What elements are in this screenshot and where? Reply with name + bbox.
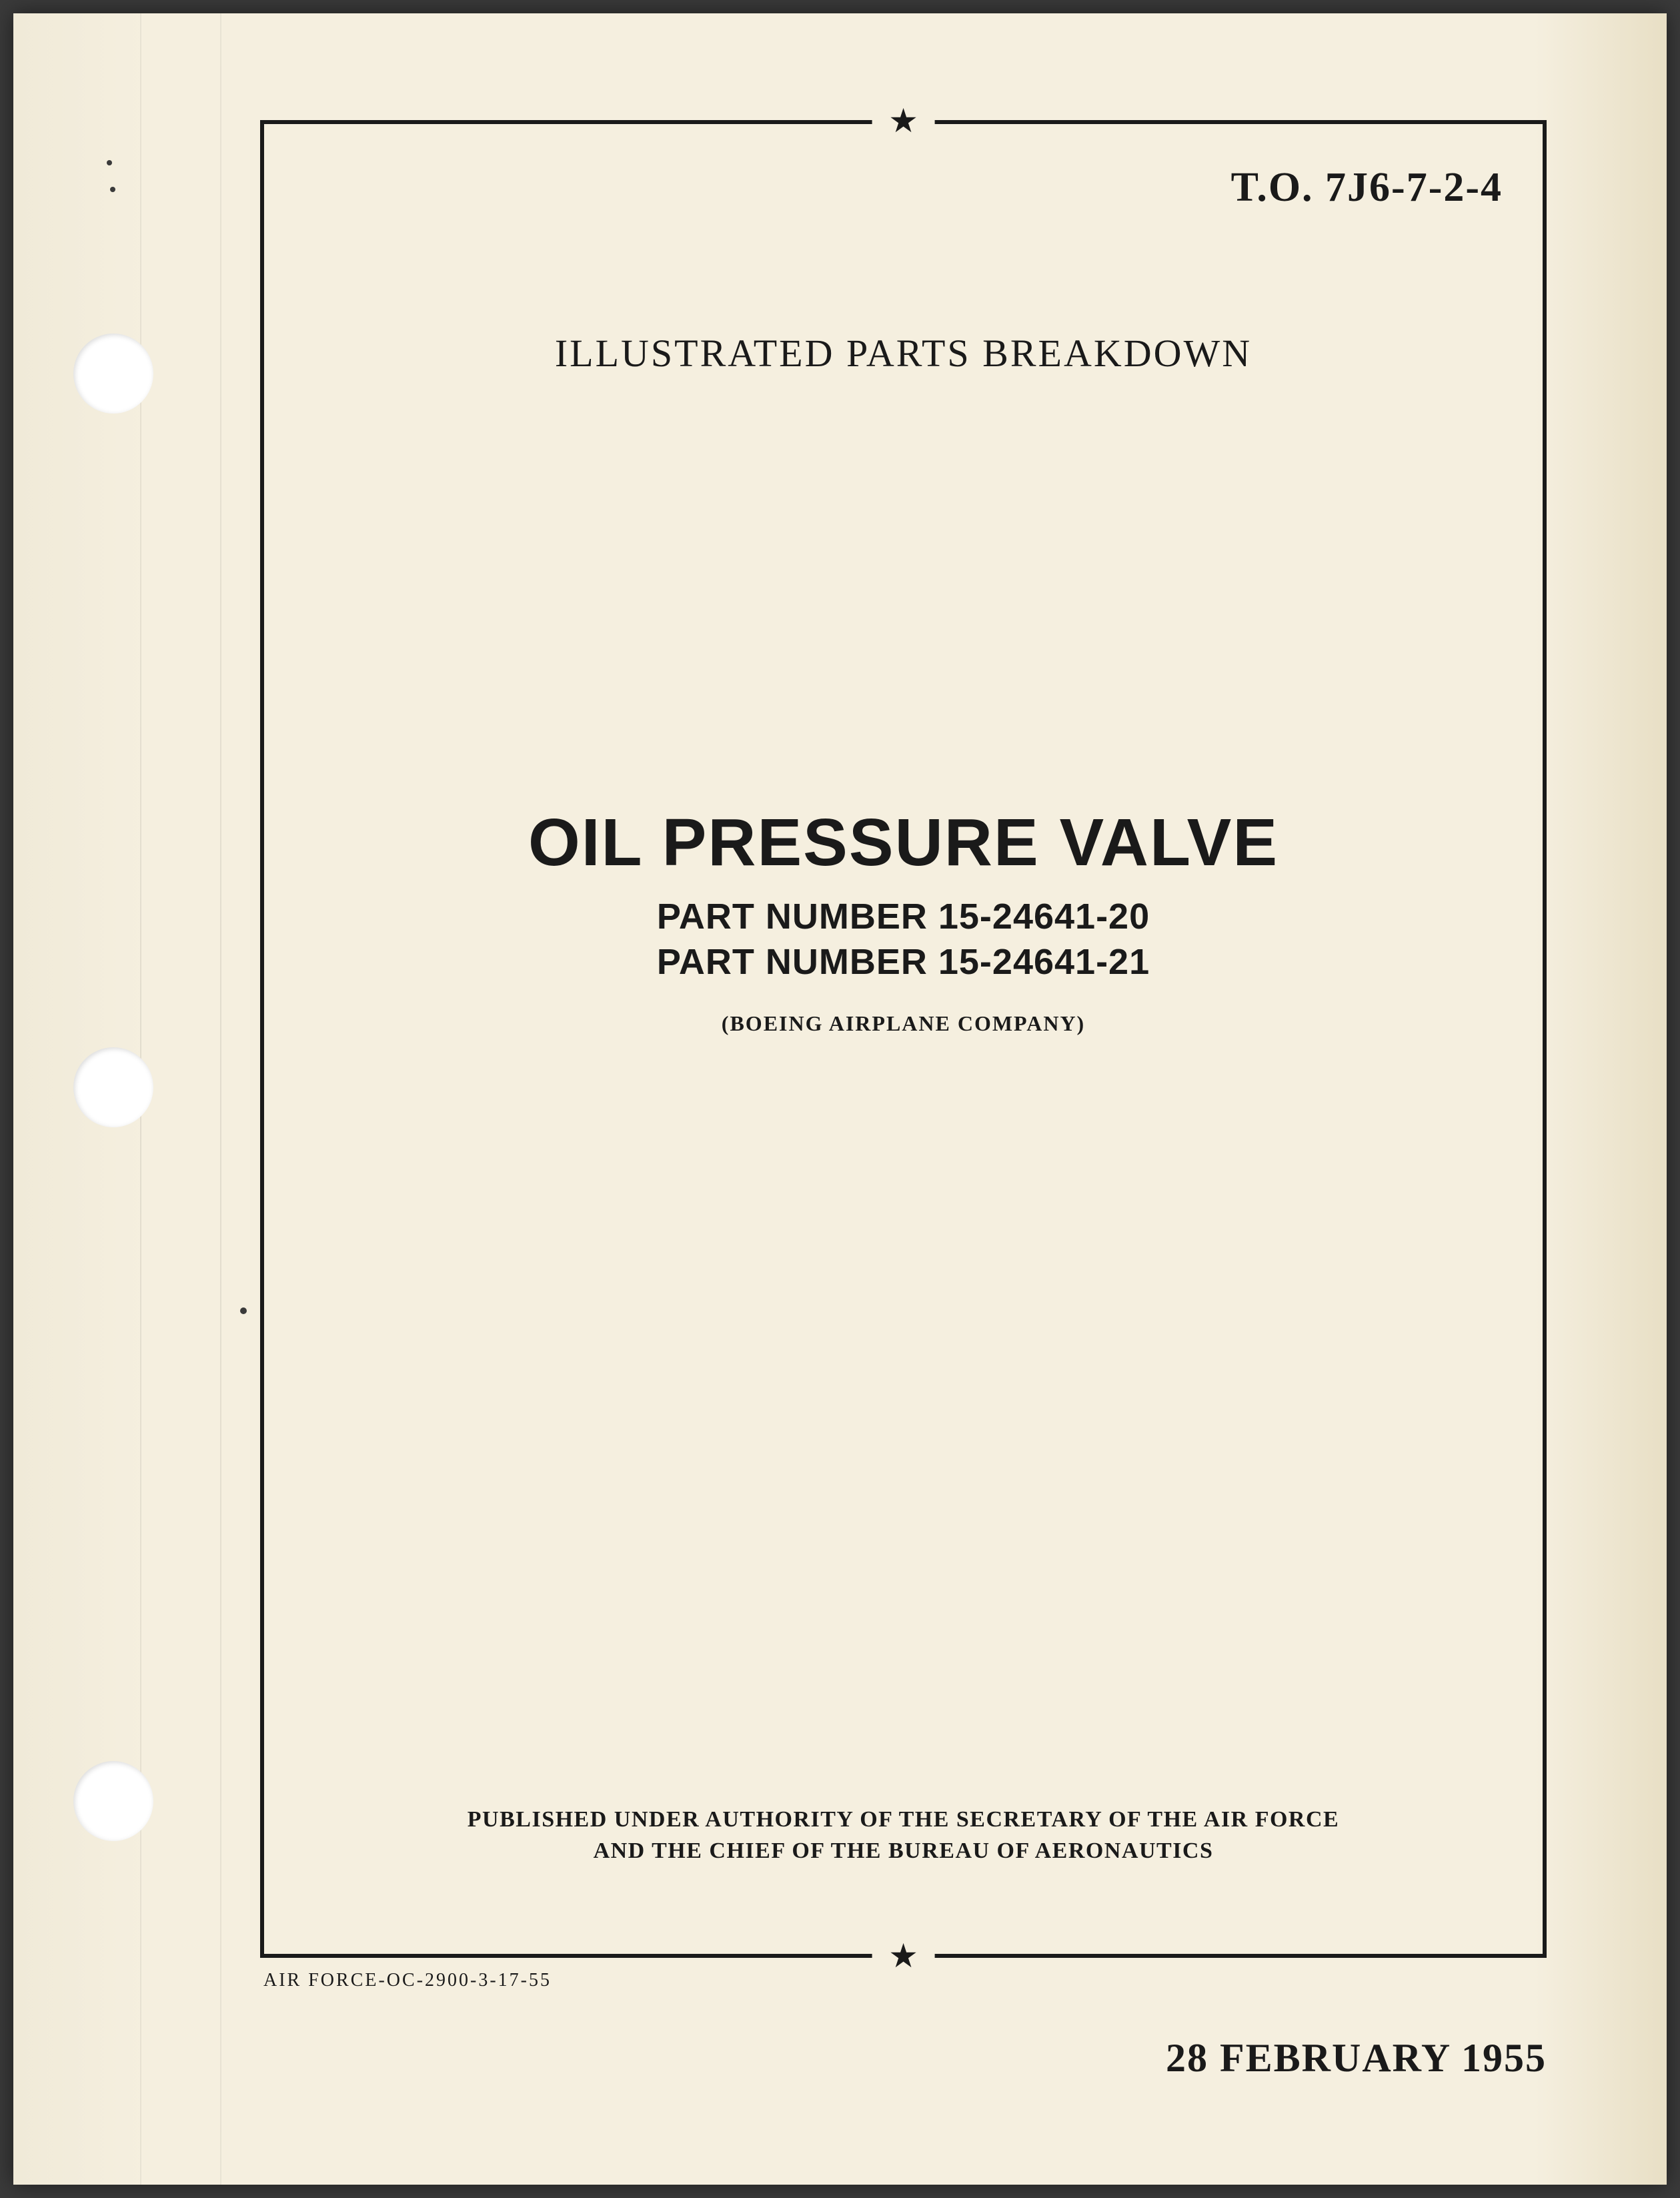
company-name: (BOEING AIRPLANE COMPANY) bbox=[264, 1011, 1543, 1036]
technical-order-number: T.O. 7J6-7-2-4 bbox=[1231, 164, 1503, 211]
part-numbers: PART NUMBER 15-24641-20 PART NUMBER 15-2… bbox=[264, 895, 1543, 985]
punch-hole bbox=[73, 334, 153, 414]
document-title: OIL PRESSURE VALVE bbox=[264, 804, 1543, 881]
authority-line: AND THE CHIEF OF THE BUREAU OF AERONAUTI… bbox=[264, 1835, 1543, 1867]
part-number-line: PART NUMBER 15-24641-21 bbox=[264, 940, 1543, 985]
document-page: ★ ★ T.O. 7J6-7-2-4 ILLUSTRATED PARTS BRE… bbox=[13, 13, 1667, 2185]
document-type: ILLUSTRATED PARTS BREAKDOWN bbox=[264, 331, 1543, 376]
paper-speck bbox=[240, 1307, 247, 1314]
print-info: AIR FORCE-OC-2900-3-17-55 bbox=[263, 1970, 552, 1991]
publication-date: 28 FEBRUARY 1955 bbox=[1166, 2035, 1547, 2081]
punch-hole bbox=[73, 1761, 153, 1841]
paper-speck bbox=[107, 160, 112, 165]
star-icon: ★ bbox=[872, 1939, 935, 1973]
content-frame: ★ ★ T.O. 7J6-7-2-4 ILLUSTRATED PARTS BRE… bbox=[260, 120, 1547, 1958]
publication-authority: PUBLISHED UNDER AUTHORITY OF THE SECRETA… bbox=[264, 1804, 1543, 1867]
part-number-line: PART NUMBER 15-24641-20 bbox=[264, 895, 1543, 940]
fold-line bbox=[220, 13, 221, 2185]
star-icon: ★ bbox=[872, 104, 935, 137]
authority-line: PUBLISHED UNDER AUTHORITY OF THE SECRETA… bbox=[264, 1804, 1543, 1836]
paper-speck bbox=[110, 187, 115, 192]
punch-hole bbox=[73, 1047, 153, 1127]
